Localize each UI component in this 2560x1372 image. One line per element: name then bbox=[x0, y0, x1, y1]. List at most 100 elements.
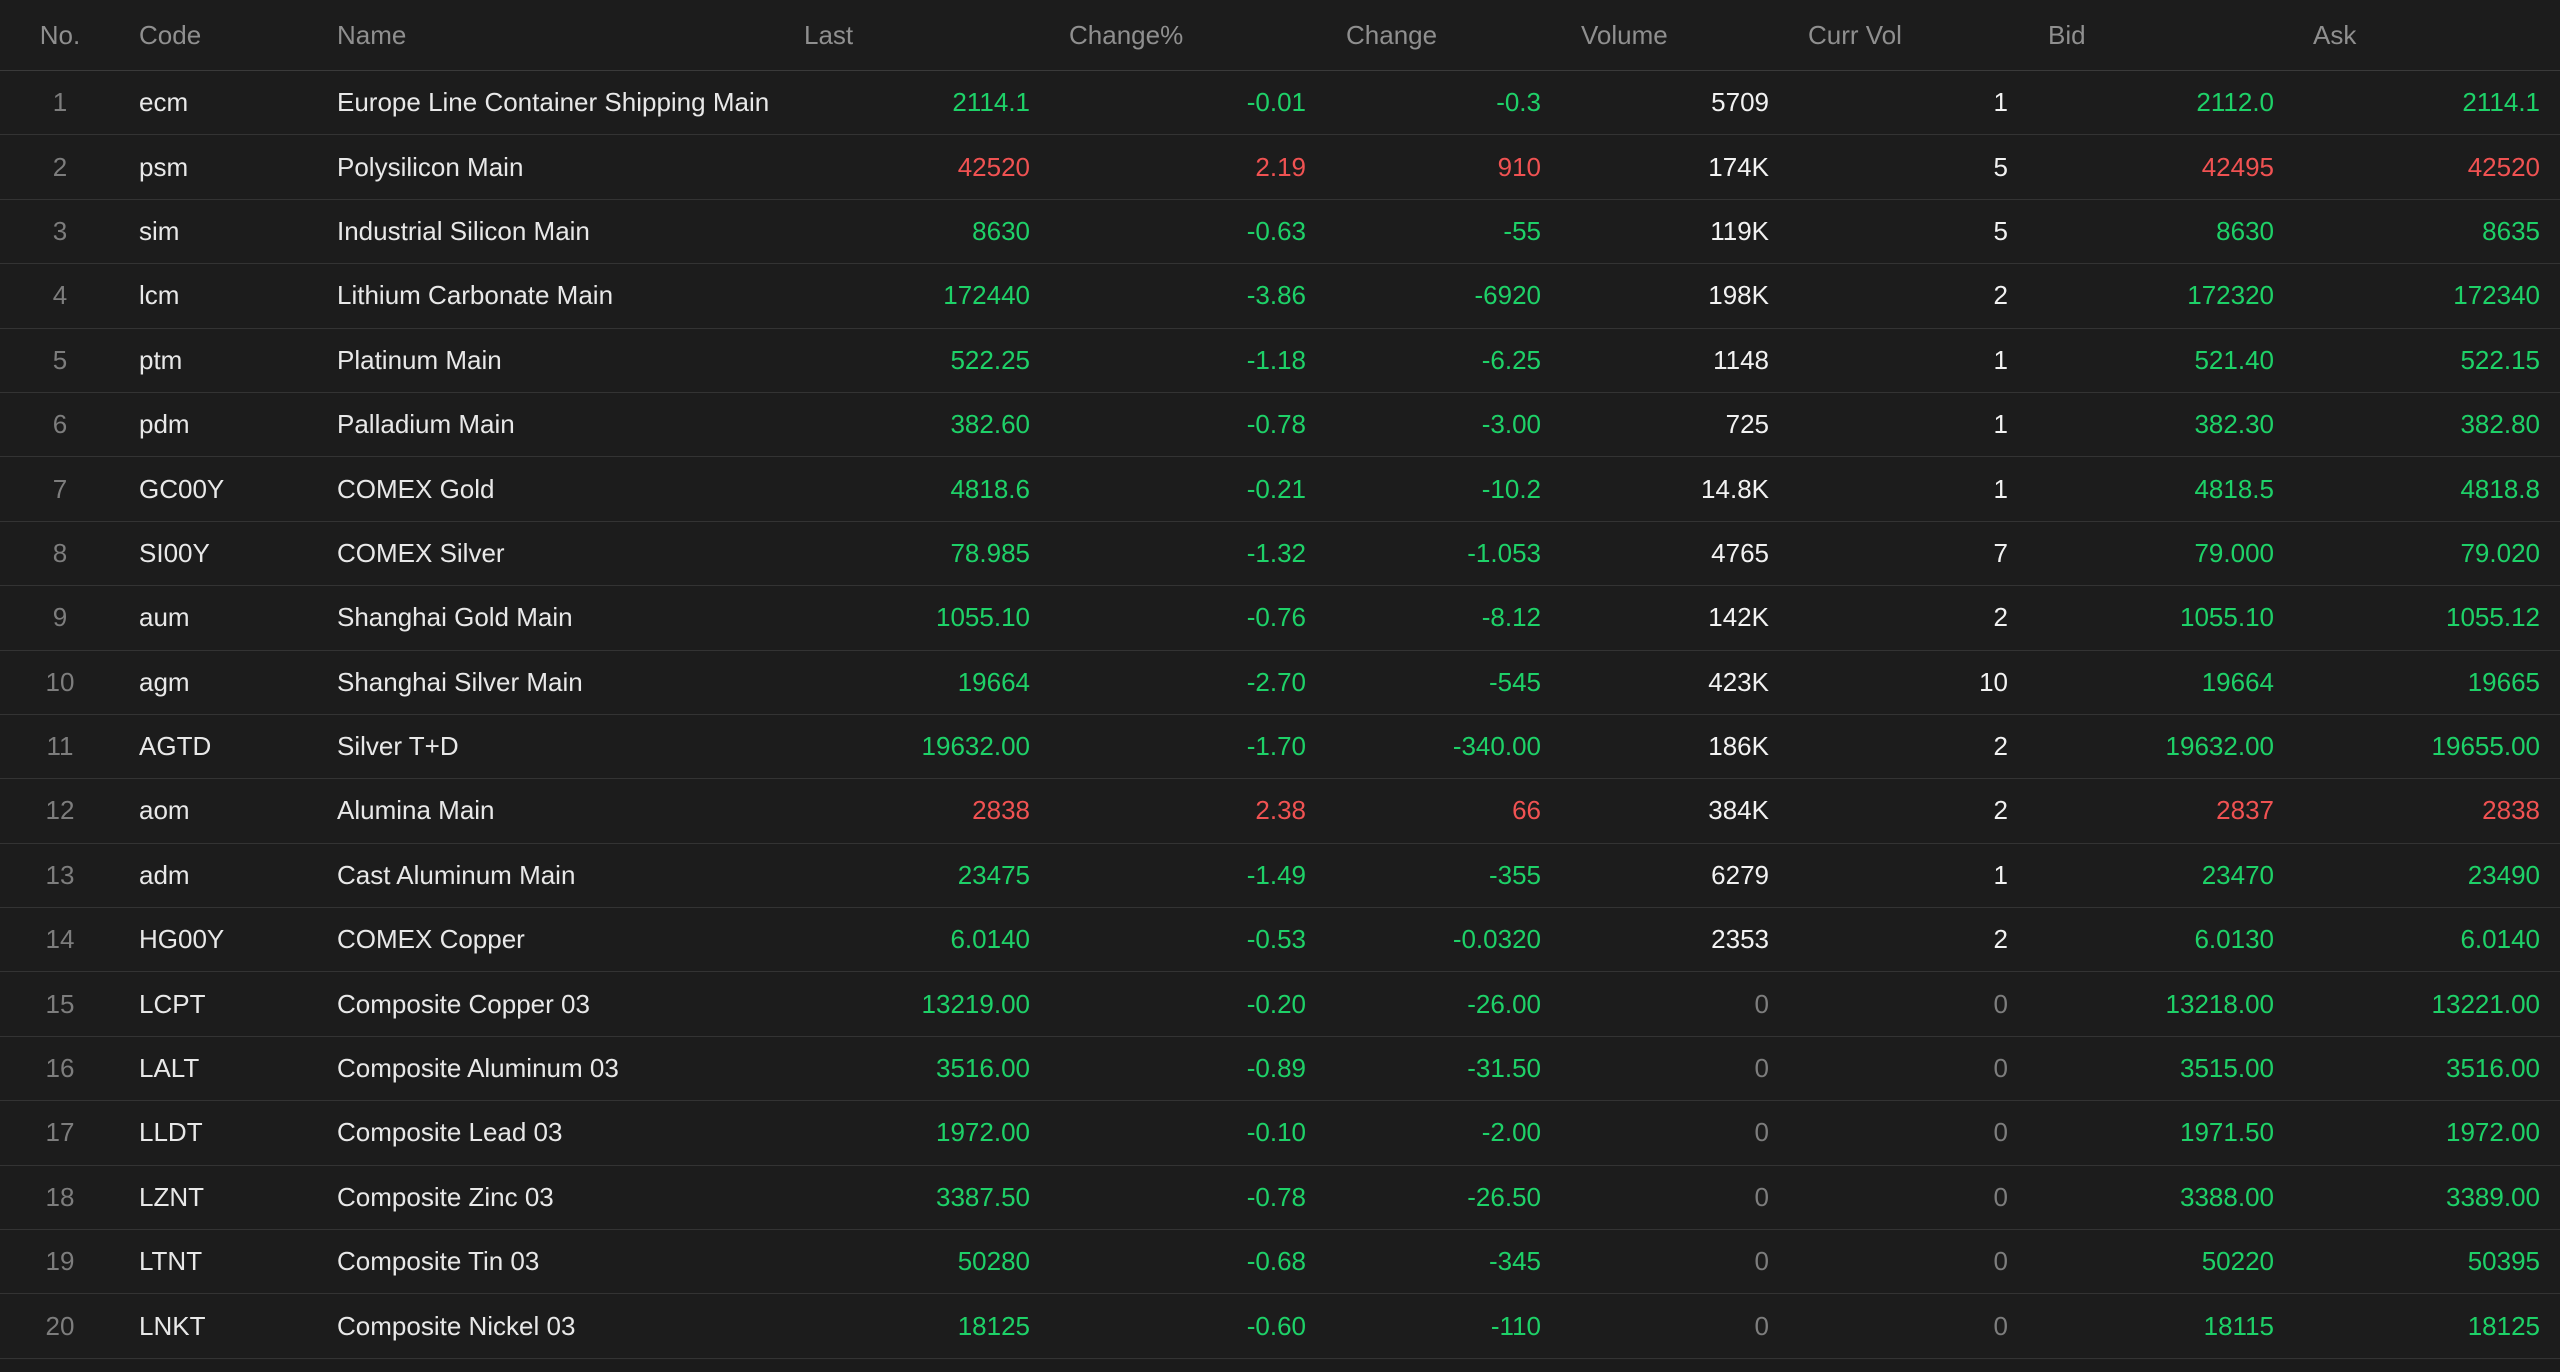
header-no[interactable]: No. bbox=[39, 19, 81, 50]
cell-ask: 1055.12 bbox=[2446, 602, 2540, 633]
cell-no: 17 bbox=[45, 1117, 75, 1148]
cell-ask: 13221.00 bbox=[2431, 988, 2540, 1019]
cell-name: Lithium Carbonate Main bbox=[337, 280, 614, 311]
cell-bid: 382.30 bbox=[2194, 409, 2274, 440]
header-name[interactable]: Name bbox=[337, 19, 407, 50]
cell-change-pct: -1.70 bbox=[1246, 731, 1306, 762]
table-row[interactable]: 6 pdm Palladium Main 382.60 -0.78 -3.00 725 1 38… bbox=[0, 393, 2560, 458]
cell-change: -355 bbox=[1488, 859, 1541, 890]
cell-ask: 4818.8 bbox=[2460, 473, 2540, 504]
table-row[interactable]: 13 adm Cast Aluminum Main 23475 -1.49 -355 627… bbox=[0, 844, 2560, 909]
cell-change: -55 bbox=[1503, 215, 1541, 246]
cell-curr-vol: 0 bbox=[1993, 1117, 2008, 1148]
cell-ask: 172340 bbox=[2453, 280, 2540, 311]
table-row[interactable]: 8 SI00Y COMEX Silver 78.985 -1.32 -1.053 4765 7… bbox=[0, 522, 2560, 587]
table-row[interactable]: 18 LZNT Composite Zinc 03 3387.50 -0.78 -26.5… bbox=[0, 1166, 2560, 1231]
cell-code: ptm bbox=[139, 344, 183, 375]
cell-name: Shanghai Silver Main bbox=[337, 666, 583, 697]
cell-name: Europe Line Container Shipping Main bbox=[337, 87, 770, 118]
cell-last: 522.25 bbox=[950, 344, 1030, 375]
cell-curr-vol: 2 bbox=[1993, 795, 2008, 826]
table-row[interactable]: 12 aom Alumina Main 2838 2.38 66 384K 2 2837 2838 bbox=[0, 779, 2560, 844]
cell-last: 19664 bbox=[957, 666, 1030, 697]
cell-volume: 0 bbox=[1754, 1181, 1769, 1212]
header-code[interactable]: Code bbox=[139, 19, 202, 50]
cell-last: 6.0140 bbox=[950, 924, 1030, 955]
table-row[interactable]: 16 LALT Composite Aluminum 03 3516.00 -0.89 -… bbox=[0, 1037, 2560, 1102]
header-ask[interactable]: Ask bbox=[2313, 19, 2357, 50]
table-row[interactable]: 17 LLDT Composite Lead 03 1972.00 -0.10 -2.00… bbox=[0, 1101, 2560, 1166]
cell-change-pct: -0.78 bbox=[1246, 1181, 1306, 1212]
table-row[interactable]: 5 ptm Platinum Main 522.25 -1.18 -6.25 1148 1 52… bbox=[0, 329, 2560, 393]
cell-name: Composite Tin 03 bbox=[337, 1246, 540, 1277]
table-row[interactable]: 7 GC00Y COMEX Gold 4818.6 -0.21 -10.2 14.8K 1 48… bbox=[0, 457, 2560, 522]
header-change-pct[interactable]: Change% bbox=[1069, 19, 1184, 50]
cell-change-pct: -0.20 bbox=[1246, 988, 1306, 1019]
cell-curr-vol: 1 bbox=[1993, 473, 2008, 504]
header-change[interactable]: Change bbox=[1346, 19, 1438, 50]
cell-change: -6920 bbox=[1474, 280, 1542, 311]
cell-change-pct: -1.18 bbox=[1246, 344, 1306, 375]
table-row[interactable]: 20 LNKT Composite Nickel 03 18125 -0.60 -110 0… bbox=[0, 1294, 2560, 1359]
cell-last: 3387.50 bbox=[936, 1181, 1030, 1212]
table-row[interactable]: 2 psm Polysilicon Main 42520 2.19 910 174K 5 424… bbox=[0, 135, 2560, 200]
cell-no: 6 bbox=[52, 409, 68, 440]
header-curr-vol[interactable]: Curr Vol bbox=[1808, 19, 1902, 50]
cell-ask: 1972.00 bbox=[2446, 1117, 2540, 1148]
cell-last: 3516.00 bbox=[936, 1053, 1030, 1084]
table-row[interactable]: 3 sim Industrial Silicon Main 8630 -0.63 -55 1… bbox=[0, 200, 2560, 265]
table-row[interactable]: 14 HG00Y COMEX Copper 6.0140 -0.53 -0.0320 235… bbox=[0, 908, 2560, 973]
cell-no: 15 bbox=[45, 988, 75, 1019]
table-row[interactable]: 4 lcm Lithium Carbonate Main 172440 -3.86 -69… bbox=[0, 264, 2560, 329]
cell-no: 14 bbox=[45, 924, 75, 955]
header-bid[interactable]: Bid bbox=[2048, 19, 2086, 50]
cell-ask: 382.80 bbox=[2460, 409, 2540, 440]
table-row[interactable]: 19 LTNT Composite Tin 03 50280 -0.68 -345 0 0 50… bbox=[0, 1230, 2560, 1295]
cell-bid: 13218.00 bbox=[2165, 988, 2274, 1019]
cell-name: Platinum Main bbox=[337, 344, 502, 375]
cell-change: -545 bbox=[1488, 666, 1541, 697]
header-volume[interactable]: Volume bbox=[1581, 19, 1668, 50]
cell-change-pct: -0.78 bbox=[1246, 409, 1306, 440]
table-row[interactable]: 10 agm Shanghai Silver Main 19664 -2.70 -545 4… bbox=[0, 651, 2560, 715]
cell-bid: 79.000 bbox=[2194, 537, 2274, 568]
cell-name: Industrial Silicon Main bbox=[337, 215, 590, 246]
cell-bid: 1055.10 bbox=[2180, 602, 2274, 633]
cell-curr-vol: 0 bbox=[1993, 1181, 2008, 1212]
cell-last: 23475 bbox=[957, 859, 1030, 890]
cell-no: 3 bbox=[52, 215, 68, 246]
cell-ask: 18125 bbox=[2467, 1310, 2540, 1341]
cell-change-pct: -0.89 bbox=[1246, 1053, 1306, 1084]
cell-bid: 1971.50 bbox=[2180, 1117, 2274, 1148]
cell-last: 172440 bbox=[943, 280, 1030, 311]
table-row[interactable]: 15 LCPT Composite Copper 03 13219.00 -0.20 -2… bbox=[0, 972, 2560, 1037]
cell-bid: 3388.00 bbox=[2180, 1181, 2274, 1212]
cell-change: -0.0320 bbox=[1452, 924, 1541, 955]
cell-volume: 198K bbox=[1708, 280, 1769, 311]
cell-name: Composite Zinc 03 bbox=[337, 1181, 554, 1212]
table-row[interactable]: 1 ecm Europe Line Container Shipping Main 2… bbox=[0, 71, 2560, 136]
cell-code: LALT bbox=[139, 1053, 200, 1084]
cell-change-pct: -0.21 bbox=[1246, 473, 1306, 504]
cell-code: AGTD bbox=[139, 731, 212, 762]
cell-no: 19 bbox=[45, 1246, 75, 1277]
cell-code: LZNT bbox=[139, 1181, 204, 1212]
cell-curr-vol: 2 bbox=[1993, 280, 2008, 311]
cell-last: 382.60 bbox=[950, 409, 1030, 440]
table-row[interactable]: 9 aum Shanghai Gold Main 1055.10 -0.76 -8.12 1… bbox=[0, 586, 2560, 651]
cell-curr-vol: 2 bbox=[1993, 602, 2008, 633]
cell-bid: 6.0130 bbox=[2194, 924, 2274, 955]
cell-no: 2 bbox=[52, 151, 68, 182]
table-row[interactable]: 11 AGTD Silver T+D 19632.00 -1.70 -340.00 186K… bbox=[0, 715, 2560, 780]
cell-no: 10 bbox=[45, 666, 75, 697]
header-last[interactable]: Last bbox=[804, 19, 854, 50]
cell-curr-vol: 2 bbox=[1993, 924, 2008, 955]
cell-bid: 2837 bbox=[2216, 795, 2274, 826]
cell-no: 7 bbox=[52, 473, 68, 504]
cell-code: pdm bbox=[139, 409, 190, 440]
cell-last: 18125 bbox=[957, 1310, 1030, 1341]
cell-change: -10.2 bbox=[1481, 473, 1541, 504]
cell-bid: 19664 bbox=[2201, 666, 2274, 697]
cell-code: psm bbox=[139, 151, 189, 182]
